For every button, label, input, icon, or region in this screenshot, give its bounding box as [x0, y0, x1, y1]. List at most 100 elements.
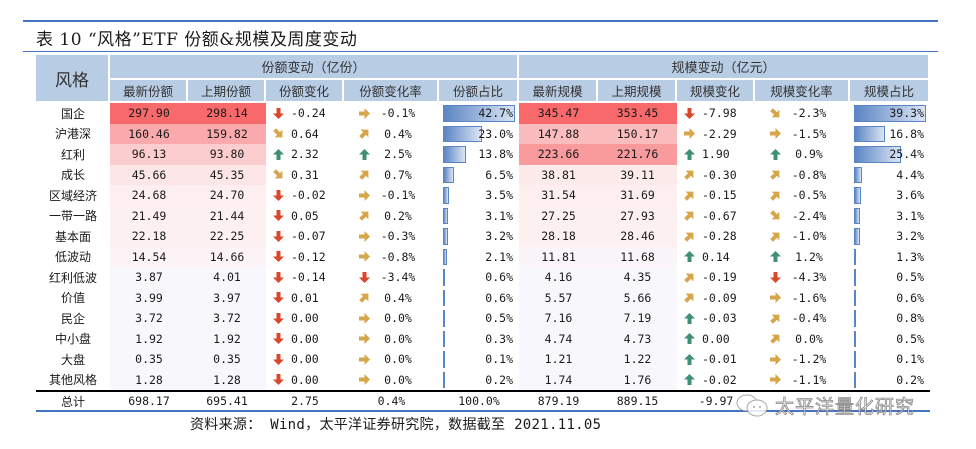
share-pct: 0.3% — [485, 331, 513, 346]
scale-chg: -7.98 — [702, 106, 737, 121]
arrow-up-right-icon — [683, 168, 696, 181]
style-name: 成长 — [60, 168, 85, 183]
share-chg: -0.02 — [291, 188, 326, 203]
scale-rate-cell: -1.6% — [755, 288, 850, 309]
style-name: 基本面 — [54, 229, 91, 244]
arrow-right-icon — [358, 107, 371, 120]
share-rate: 0.4% — [384, 290, 412, 305]
share-rate-cell: 0.7% — [344, 165, 439, 186]
share-old: 93.80 — [188, 144, 266, 165]
scale-pct-bar — [854, 105, 926, 122]
scale-pct-cell: 3.2% — [850, 226, 930, 247]
scale-pct-cell: 3.1% — [850, 206, 930, 227]
table-row: 民企 3.72 3.72 0.00 0.0% 0.5% 7.16 7.19 -0… — [36, 308, 930, 329]
share-chg: 0.01 — [291, 290, 319, 305]
scale-chg-cell: 0.00 — [677, 329, 755, 350]
scale-rate-cell: -4.3% — [755, 267, 850, 288]
header-share-new: 最新份额 — [110, 80, 188, 103]
share-pct-bar — [443, 125, 482, 142]
share-chg: -0.07 — [291, 229, 326, 244]
share-chg: 2.32 — [291, 147, 319, 162]
share-pct-cell: 0.3% — [439, 329, 519, 350]
share-rate-cell: -0.1% — [344, 185, 439, 206]
share-pct: 3.2% — [485, 229, 513, 244]
arrow-up-right-icon — [769, 332, 782, 345]
scale-pct: 0.5% — [896, 331, 924, 346]
share-rate: -0.8% — [380, 249, 416, 264]
scale-rate-cell: -1.2% — [755, 349, 850, 370]
arrow-down-right-icon — [769, 209, 782, 222]
scale-pct: 0.5% — [896, 270, 924, 285]
scale-old: 4.35 — [598, 267, 677, 288]
scale-pct: 3.6% — [896, 188, 924, 203]
style-name: 低波动 — [54, 250, 91, 265]
table-row: 一带一路 21.49 21.44 0.05 0.2% 3.1% 27.25 27… — [36, 205, 930, 227]
share-pct: 6.5% — [485, 167, 513, 182]
scale-chg-cell: -0.28 — [677, 226, 755, 247]
scale-rate: -2.3% — [791, 106, 827, 121]
scale-new: 5.57 — [519, 287, 598, 308]
table-row: 基本面 22.18 22.25 -0.07 -0.3% 3.2% 28.18 2… — [36, 226, 930, 247]
total-share-old: 695.41 — [188, 390, 266, 412]
share-chg-cell: 0.00 — [266, 370, 344, 391]
arrow-right-icon — [358, 230, 371, 243]
arrow-up-right-icon — [769, 168, 782, 181]
share-rate-cell: 0.0% — [344, 308, 439, 329]
arrow-down-icon — [272, 107, 285, 120]
share-pct-bar — [443, 105, 515, 122]
share-rate: -0.1% — [380, 188, 416, 203]
share-pct-cell: 6.5% — [439, 165, 519, 186]
share-chg-cell: 0.00 — [266, 349, 344, 370]
scale-rate: 1.2% — [795, 249, 823, 264]
scale-pct-bar — [854, 146, 901, 163]
scale-pct-cell: 0.6% — [850, 288, 930, 309]
scale-chg-cell: 0.14 — [677, 247, 755, 268]
header-scale-group: 规模变动（亿元） — [519, 55, 930, 80]
scale-chg-cell: -2.29 — [677, 124, 755, 145]
etf-style-table: 风格 份额变动（亿份） 规模变动（亿元） 最新份额 上期份额 份额变化 份额变化… — [36, 55, 930, 412]
scale-old: 150.17 — [598, 123, 677, 144]
arrow-up-right-icon — [769, 312, 782, 325]
share-old: 4.01 — [188, 267, 266, 288]
arrow-right-icon — [358, 373, 371, 386]
scale-rate-cell: -2.3% — [755, 103, 850, 124]
scale-pct-cell: 25.4% — [850, 144, 930, 165]
scale-pct: 4.4% — [896, 167, 924, 182]
arrow-right-icon — [769, 353, 782, 366]
arrow-up-right-icon — [683, 189, 696, 202]
style-name: 红利 — [60, 147, 85, 162]
total-scale-new: 879.19 — [519, 390, 598, 412]
arrow-up-right-icon — [358, 209, 371, 222]
total-row: 总计 698.17 695.41 2.75 0.4% 100.0% 879.19… — [36, 390, 930, 412]
arrow-right-icon — [769, 291, 782, 304]
scale-rate: -4.3% — [791, 270, 827, 285]
share-new: 0.35 — [110, 349, 188, 370]
scale-pct-cell: 16.8% — [850, 124, 930, 145]
scale-rate: -1.5% — [791, 126, 827, 141]
arrow-down-icon — [272, 230, 285, 243]
header-scale-old: 上期规模 — [598, 80, 677, 103]
scale-pct-cell: 1.3% — [850, 247, 930, 268]
share-pct: 13.8% — [478, 147, 513, 162]
scale-pct: 3.1% — [896, 208, 924, 223]
header-share-pct: 份额占比 — [439, 80, 519, 103]
share-rate: 2.5% — [384, 147, 412, 162]
arrow-up-icon — [272, 148, 285, 161]
table-row: 大盘 0.35 0.35 0.00 0.0% 0.1% 1.21 1.22 -0… — [36, 349, 930, 370]
table-title: 表 10 “风格”ETF 份额&规模及周度变动 — [36, 30, 358, 50]
share-rate: 0.0% — [384, 352, 412, 367]
share-new: 1.28 — [110, 369, 188, 390]
scale-pct-cell: 0.5% — [850, 267, 930, 288]
scale-rate-cell: -1.0% — [755, 226, 850, 247]
scale-rate-cell: -1.5% — [755, 124, 850, 145]
arrow-down-icon — [272, 312, 285, 325]
scale-rate: 0.9% — [795, 147, 823, 162]
share-rate-cell: 0.4% — [344, 124, 439, 145]
arrow-right-icon — [358, 250, 371, 263]
scale-new: 11.81 — [519, 246, 598, 267]
arrow-down-icon — [272, 373, 285, 386]
share-new: 3.72 — [110, 308, 188, 329]
arrow-up-icon — [358, 148, 371, 161]
style-name: 一带一路 — [48, 209, 97, 224]
share-rate: -3.4% — [380, 270, 416, 285]
